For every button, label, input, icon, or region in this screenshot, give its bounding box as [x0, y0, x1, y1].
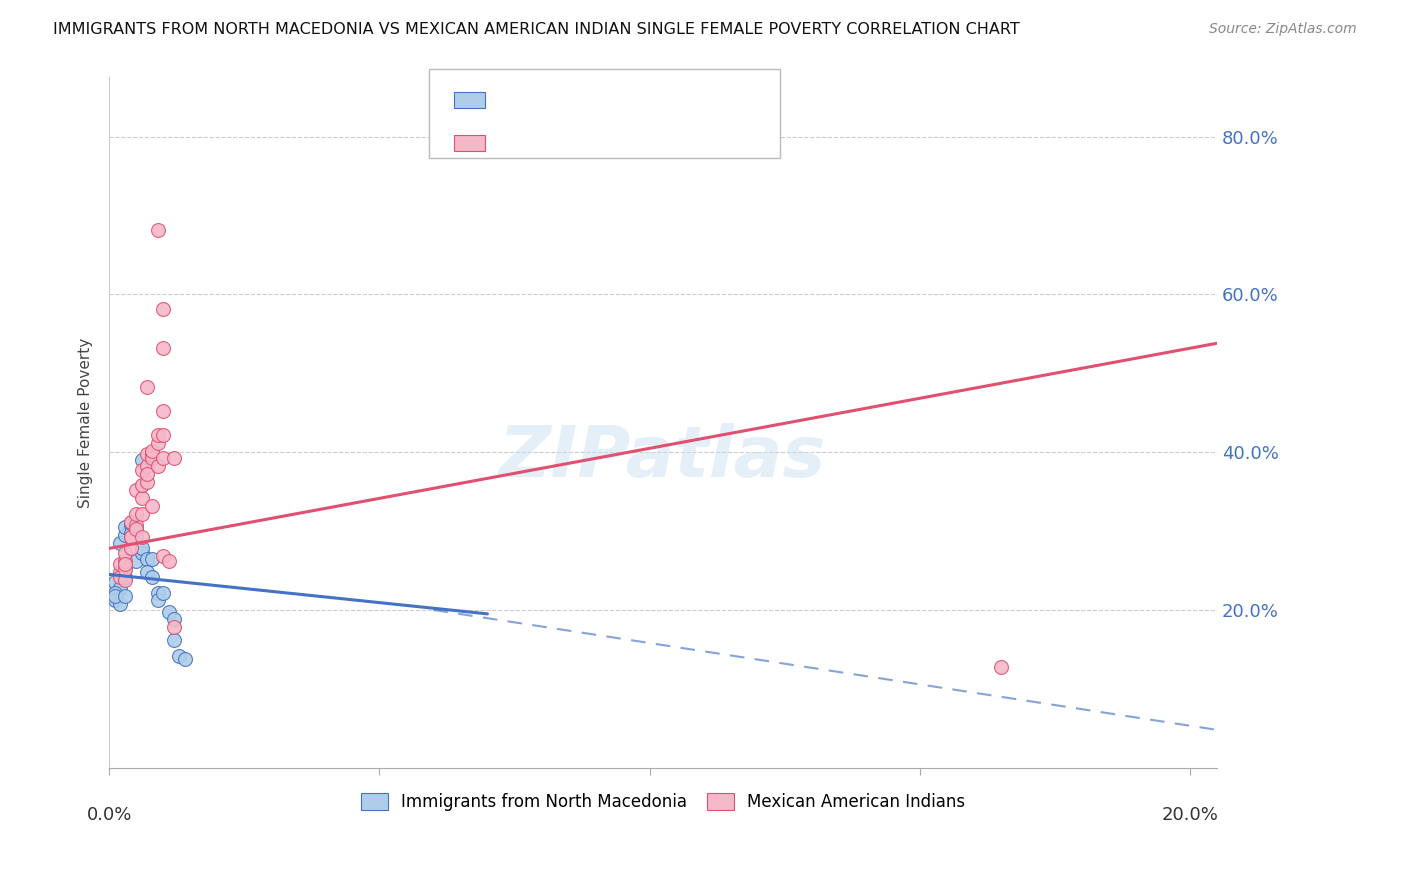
Point — [114, 570, 136, 584]
Point — [152, 585, 174, 599]
Point — [146, 435, 169, 450]
Point — [157, 605, 180, 619]
Point — [120, 541, 142, 556]
Point — [125, 523, 148, 537]
Point — [131, 546, 153, 560]
Point — [131, 453, 153, 467]
Point — [131, 507, 153, 521]
Point — [146, 427, 169, 442]
Point — [125, 528, 148, 542]
Text: R =: R = — [492, 91, 529, 109]
Point — [136, 467, 159, 482]
Point — [131, 530, 153, 544]
Point — [163, 620, 186, 634]
Y-axis label: Single Female Poverty: Single Female Poverty — [79, 337, 93, 508]
Point — [163, 612, 186, 626]
Point — [141, 570, 163, 584]
Point — [104, 585, 127, 599]
Point — [163, 632, 186, 647]
Point — [125, 483, 148, 497]
Point — [114, 520, 136, 534]
Point — [169, 648, 191, 663]
Point — [136, 551, 159, 566]
Point — [146, 223, 169, 237]
Point — [136, 475, 159, 490]
Point — [108, 570, 131, 584]
Point — [152, 549, 174, 564]
Point — [108, 581, 131, 595]
Point — [120, 525, 142, 540]
Text: IMMIGRANTS FROM NORTH MACEDONIA VS MEXICAN AMERICAN INDIAN SINGLE FEMALE POVERTY: IMMIGRANTS FROM NORTH MACEDONIA VS MEXIC… — [53, 22, 1021, 37]
Text: ZIPatlas: ZIPatlas — [499, 423, 827, 491]
Text: N =: N = — [571, 134, 619, 152]
Text: -0.108: -0.108 — [527, 91, 592, 109]
Point — [136, 459, 159, 474]
Point — [114, 546, 136, 560]
Point — [152, 341, 174, 355]
Point — [141, 499, 163, 513]
Point — [141, 451, 163, 466]
Point — [146, 459, 169, 474]
Point — [114, 562, 136, 576]
Point — [152, 404, 174, 418]
Point — [141, 443, 163, 458]
Text: Source: ZipAtlas.com: Source: ZipAtlas.com — [1209, 22, 1357, 37]
Text: N =: N = — [571, 91, 619, 109]
Point — [131, 541, 153, 556]
Point — [108, 565, 131, 579]
Point — [114, 573, 136, 587]
Text: R =: R = — [492, 134, 529, 152]
Point — [125, 523, 148, 537]
Point — [152, 427, 174, 442]
Text: 33: 33 — [606, 91, 631, 109]
Point — [136, 380, 159, 394]
Point — [108, 598, 131, 612]
Point — [173, 652, 195, 666]
Point — [131, 491, 153, 505]
Point — [108, 557, 131, 571]
Point — [125, 554, 148, 568]
Point — [146, 585, 169, 599]
Point — [120, 516, 142, 530]
Point — [120, 517, 142, 532]
Text: 0.0%: 0.0% — [87, 805, 132, 823]
Point — [120, 530, 142, 544]
Point — [141, 447, 163, 461]
Point — [104, 589, 127, 603]
Point — [152, 451, 174, 466]
Point — [114, 562, 136, 576]
Point — [114, 554, 136, 568]
Point — [114, 589, 136, 603]
Point — [120, 515, 142, 529]
Point — [136, 565, 159, 579]
Text: 20.0%: 20.0% — [1161, 805, 1218, 823]
Point — [104, 575, 127, 590]
Point — [990, 659, 1012, 673]
Point — [152, 301, 174, 316]
Point — [108, 536, 131, 550]
Text: 0.382: 0.382 — [527, 134, 585, 152]
Point — [136, 447, 159, 461]
Legend: Immigrants from North Macedonia, Mexican American Indians: Immigrants from North Macedonia, Mexican… — [354, 787, 972, 818]
Point — [131, 478, 153, 492]
Point — [104, 593, 127, 607]
Point — [120, 530, 142, 544]
Point — [146, 593, 169, 607]
Text: 44: 44 — [606, 134, 631, 152]
Point — [114, 528, 136, 542]
Point — [125, 517, 148, 532]
Point — [125, 507, 148, 521]
Point — [131, 462, 153, 476]
Point — [141, 551, 163, 566]
Point — [163, 451, 186, 466]
Point — [157, 554, 180, 568]
Point — [114, 557, 136, 571]
